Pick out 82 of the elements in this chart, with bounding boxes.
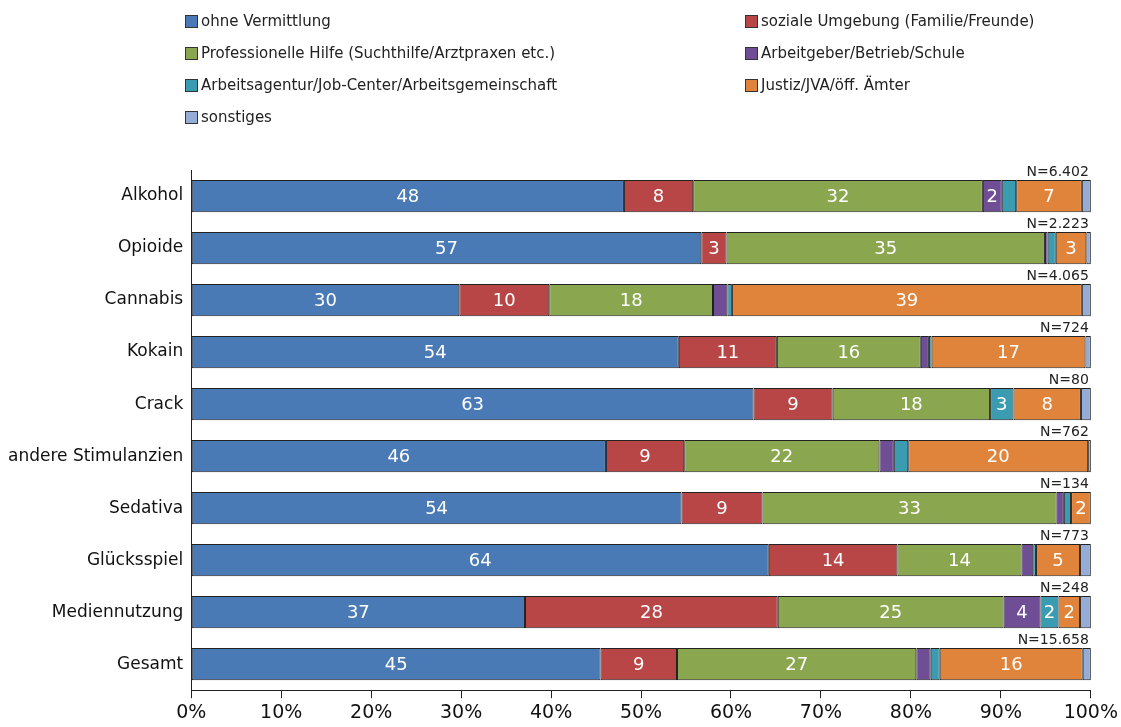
legend-label: sonstiges — [201, 108, 272, 126]
y-tick-label: Cannabis — [104, 288, 184, 309]
data-label: 54 — [423, 340, 447, 362]
annotation: N=80 — [1048, 370, 1089, 387]
y-tick-label: Glücksspiel — [86, 548, 184, 569]
x-tick-label: 50% — [619, 699, 663, 722]
legend-label: Professionelle Hilfe (Suchthilfe/Arztpraxen etc.) — [201, 44, 556, 62]
data-label: 32 — [826, 184, 850, 206]
data-label: 22 — [770, 444, 794, 466]
data-label: 17 — [997, 340, 1020, 362]
data-label: 3 — [996, 392, 1008, 414]
x-tick-label: 100% — [1063, 699, 1118, 722]
data-label: 63 — [461, 392, 485, 414]
data-label: 18 — [899, 392, 923, 414]
data-label: 45 — [384, 652, 408, 674]
data-label: 16 — [837, 340, 861, 362]
data-label: 57 — [435, 236, 458, 258]
annotation: N=724 — [1039, 318, 1089, 335]
data-label: 14 — [821, 548, 845, 570]
x-tick-label: 70% — [799, 699, 843, 722]
y-tick-label: Crack — [134, 392, 184, 413]
annotation: N=15.658 — [1017, 630, 1089, 647]
x-tick-label: 90% — [979, 699, 1022, 722]
data-label: 20 — [986, 444, 1010, 466]
data-label: 30 — [314, 288, 337, 310]
data-label: 2 — [1043, 600, 1056, 622]
annotation: N=248 — [1039, 578, 1089, 595]
annotation: N=2.223 — [1026, 214, 1089, 231]
annotation: N=4.065 — [1026, 266, 1089, 283]
annotation: N=773 — [1039, 526, 1089, 543]
data-label: 2 — [1063, 600, 1075, 622]
data-label: 25 — [879, 600, 903, 622]
data-label: 8 — [1041, 392, 1053, 414]
data-label: 48 — [396, 184, 420, 206]
data-label: 33 — [898, 496, 922, 518]
annotation: N=134 — [1039, 474, 1089, 491]
x-tick-label: 80% — [889, 699, 933, 722]
data-label: 5 — [1052, 548, 1064, 570]
data-label: 2 — [986, 184, 999, 206]
data-label: 37 — [346, 600, 370, 622]
x-tick-label: 60% — [709, 699, 753, 722]
data-label: 3 — [708, 236, 720, 258]
y-tick-label: Kokain — [127, 340, 184, 361]
data-label: 28 — [639, 600, 663, 622]
data-label: 27 — [785, 652, 809, 674]
x-tick-label: 30% — [440, 699, 483, 722]
data-label: 54 — [425, 496, 449, 518]
data-label: 11 — [716, 340, 740, 362]
y-tick-label: Opioide — [117, 236, 184, 257]
data-label: 9 — [633, 652, 645, 674]
data-label: 14 — [948, 548, 971, 570]
data-label: 46 — [387, 444, 411, 466]
data-label: 9 — [716, 496, 728, 518]
legend-label: Justiz/JVA/öff. Ämter — [761, 76, 910, 94]
x-tick-label: 0% — [176, 699, 207, 722]
data-label: 64 — [468, 548, 492, 570]
x-tick-label: 20% — [350, 699, 393, 722]
data-label: 16 — [999, 652, 1023, 674]
y-tick-label: Mediennutzung — [51, 600, 184, 621]
data-label: 4 — [1016, 600, 1028, 622]
y-tick-label: andere Stimulanzien — [8, 444, 184, 465]
legend-label: soziale Umgebung (Familie/Freunde) — [761, 12, 1035, 30]
x-tick-label: 10% — [260, 699, 303, 722]
y-tick-label: Alkohol — [121, 184, 184, 205]
data-label: 9 — [787, 392, 799, 414]
legend-label: Arbeitsagentur/Job-Center/Arbeitsgemeinschaft — [201, 76, 558, 94]
data-label: 35 — [874, 236, 898, 258]
y-tick-label: Gesamt — [117, 652, 184, 673]
annotation: N=6.402 — [1026, 162, 1089, 179]
data-label: 39 — [895, 288, 919, 310]
data-label: 7 — [1043, 184, 1055, 206]
data-label: 3 — [1065, 236, 1077, 258]
legend-label: ohne Vermittlung — [201, 12, 331, 30]
data-label: 9 — [639, 444, 651, 466]
data-label: 8 — [652, 184, 665, 206]
annotation: N=762 — [1039, 422, 1089, 439]
data-label: 2 — [1075, 496, 1087, 518]
data-label: 18 — [619, 288, 643, 310]
legend-label: Arbeitgeber/Betrieb/Schule — [761, 44, 965, 62]
data-label: 10 — [492, 288, 516, 310]
y-tick-label: Sedativa — [108, 496, 184, 517]
x-tick-label: 40% — [529, 699, 573, 722]
